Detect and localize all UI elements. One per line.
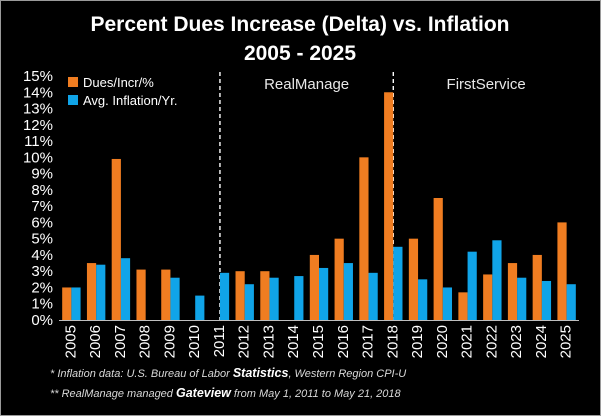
y-tick-label: 1% [31,296,53,313]
y-tick-label: 14% [23,84,53,101]
bar-inflation-2019 [418,279,428,320]
bar-inflation-2007 [120,258,131,320]
bar-inflation-2011 [219,272,230,320]
bar-inflation-2016 [343,263,353,320]
x-tick-label: 2010 [186,325,203,358]
chart-title-line-2: 2005 - 2025 [244,42,356,65]
footnote-part: Statistics [233,366,289,380]
bar-inflation-2015 [319,267,329,320]
y-tick-label: 6% [31,214,53,231]
legend-label-dues: Dues/Incr/% [83,75,154,90]
bar-dues-2008 [136,269,146,320]
bar-dues-2015 [309,254,319,320]
x-tick-label: 2008 [137,325,154,358]
bar-inflation-2012 [244,284,254,320]
y-tick-label: 15% [23,68,53,85]
bar-dues-2005 [62,287,72,320]
bar-dues-2025 [557,222,567,320]
x-tick-label: 2020 [434,325,451,358]
region-label: FirstService [447,76,526,93]
x-tick-label: 2016 [335,325,352,358]
y-tick-label: 12% [23,117,53,134]
y-tick-label: 3% [31,263,53,280]
y-tick-label: 8% [31,182,53,199]
bar-dues-2023 [507,263,518,320]
x-tick-label: 2019 [409,325,426,358]
chart-title-line-1: Percent Dues Increase (Delta) vs. Inflat… [91,13,510,36]
x-tick-label: 2013 [260,325,277,358]
x-tick-label: 2022 [483,325,500,358]
y-tick-label: 9% [31,166,53,183]
y-tick-label: 11% [24,133,53,150]
legend-swatch-inflation [68,95,78,105]
bar-inflation-2025 [566,284,576,320]
bar-dues-2024 [532,254,542,320]
bar-dues-2013 [260,271,270,320]
x-tick-label: 2024 [533,325,550,358]
bar-inflation-2022 [492,240,502,320]
bar-inflation-2020 [442,287,453,320]
bar-dues-2019 [408,238,419,320]
x-tick-label: 2017 [360,325,377,358]
bar-inflation-2018 [393,246,403,320]
x-tick-label: 2025 [558,325,575,358]
bar-dues-2021 [458,292,468,320]
bar-inflation-2017 [368,272,378,320]
footnote-part: from May 1, 2011 to May 21, 2018 [231,388,402,400]
region-label: RealManage [264,76,349,93]
x-tick-label: 2011 [211,325,228,357]
x-tick-label: 2021 [459,325,476,358]
bar-dues-2020 [433,198,443,320]
bar-dues-2018 [384,92,394,321]
bars-group [62,92,576,321]
x-tick-label: 2018 [384,325,401,358]
bar-dues-2007 [111,158,121,320]
x-tick-label: 2012 [236,325,253,358]
legend: Dues/Incr/% Avg. Inflation/Yr. [68,75,177,108]
y-tick-label: 0% [31,312,53,329]
footnote-inflation-source: * Inflation data: U.S. Bureau of Labor S… [50,366,406,380]
y-tick-label: 2% [31,279,53,296]
footnote-management-period: ** RealManage managed Gateview from May … [50,386,402,400]
bar-dues-2022 [483,274,493,320]
legend-label-inflation: Avg. Inflation/Yr. [83,93,177,108]
x-tick-label: 2023 [508,325,525,358]
bar-inflation-2013 [269,277,279,320]
bar-dues-2016 [334,238,344,320]
x-tick-label: 2014 [285,325,302,358]
x-tick-label: 2006 [87,325,104,358]
footnote-part: Gateview [176,386,232,400]
bar-dues-2012 [235,271,245,320]
bar-dues-2009 [161,269,171,320]
bar-inflation-2010 [195,295,205,320]
x-tick-label: 2015 [310,325,327,358]
legend-swatch-dues [68,77,78,87]
y-tick-label: 7% [31,198,53,215]
bar-inflation-2014 [294,276,304,320]
bar-dues-2017 [359,157,369,320]
x-tick-label: 2007 [112,325,129,358]
y-tick-label: 4% [31,247,53,264]
bar-inflation-2006 [96,264,106,320]
plot-area: 0%1%2%3%4%5%6%7%8%9%10%11%12%13%14%15% Re… [23,68,579,358]
bar-inflation-2005 [71,287,81,320]
y-tick-label: 13% [23,101,53,118]
x-tick-label: 2005 [62,325,79,358]
bar-inflation-2021 [467,251,477,320]
footnote-part: ** RealManage managed [50,388,176,400]
x-tick-label: 2009 [161,325,178,358]
footnote-part: , Western Region CPI-U [288,368,406,380]
bar-inflation-2009 [170,277,180,320]
footnote-part: * Inflation data: U.S. Bureau of Labor [50,368,233,380]
y-tick-label: 10% [23,149,53,166]
bar-inflation-2023 [517,277,527,320]
y-tick-label: 5% [31,231,53,248]
bar-inflation-2024 [541,280,552,320]
bar-dues-2006 [86,263,97,320]
